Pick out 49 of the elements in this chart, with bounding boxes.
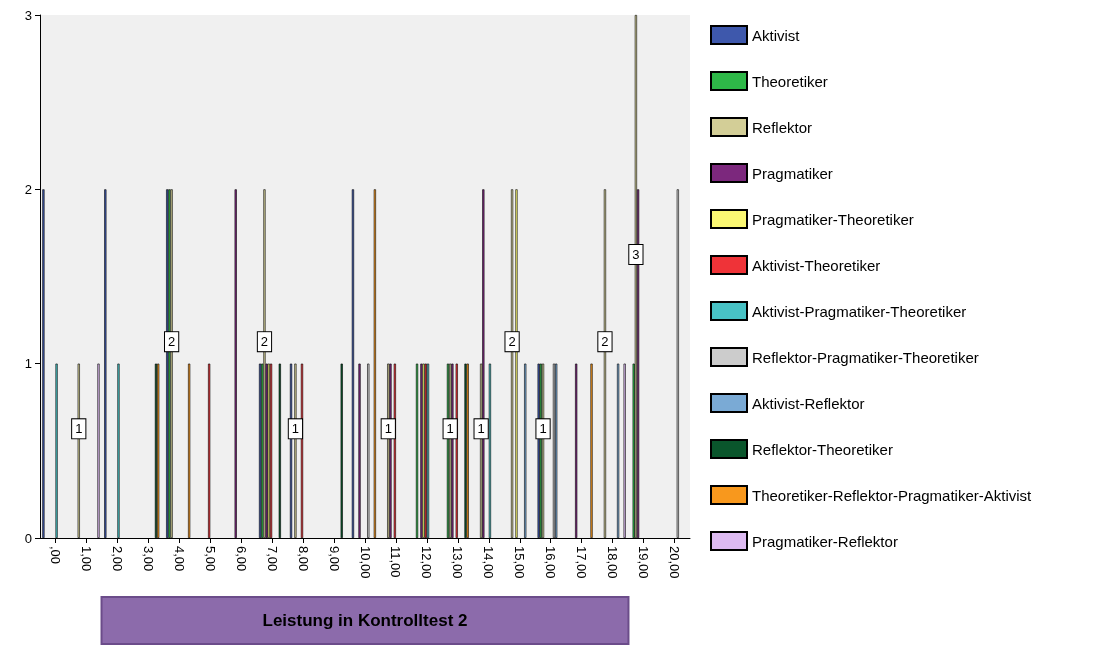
- legend-label: Aktivist: [752, 26, 801, 44]
- legend-label: Pragmatiker-Theoretiker: [752, 210, 914, 228]
- x-tick-label: 15,00: [512, 546, 528, 579]
- data-label: 1: [477, 421, 485, 437]
- legend-label: Aktivist-Theoretiker: [752, 256, 881, 274]
- x-tick-label: 3,00: [140, 546, 156, 572]
- y-tick-label: 0: [24, 530, 32, 546]
- data-label: 2: [260, 334, 269, 350]
- x-tick-label: 12,00: [419, 546, 435, 579]
- x-tick-label: 19,00: [636, 546, 652, 579]
- legend-label: Reflektor-Pragmatiker-Theoretiker: [752, 348, 979, 366]
- data-label: 1: [384, 421, 392, 437]
- legend-label: Reflektor: [752, 118, 813, 136]
- y-tick-label: 2: [24, 181, 32, 197]
- x-tick-label: 11,00: [388, 546, 404, 578]
- x-tick-label: 17,00: [574, 546, 590, 579]
- data-label: 2: [508, 334, 516, 350]
- x-tick-label: 7,00: [264, 546, 280, 572]
- legend-label: Aktivist-Reflektor: [752, 394, 865, 412]
- x-tick-label: 4,00: [171, 546, 187, 572]
- x-tick-label: 14,00: [481, 546, 497, 579]
- data-label: 1: [75, 421, 83, 437]
- y-tick-label: 3: [24, 7, 32, 23]
- x-tick-label: 9,00: [326, 546, 342, 572]
- data-label: 3: [632, 247, 640, 262]
- data-label: 2: [601, 334, 609, 350]
- legend-label: Reflektor-Theoretiker: [752, 440, 893, 458]
- legend-label: Theoretiker-Reflektor-Pragmatiker-Aktivist: [752, 486, 1033, 504]
- y-tick-label: 1: [24, 356, 32, 372]
- legend-label: Theoretiker: [752, 72, 828, 90]
- legend-label: Pragmatiker: [752, 164, 833, 182]
- data-label: 1: [291, 421, 300, 437]
- data-label: 1: [446, 421, 454, 437]
- x-tick-label: 16,00: [543, 546, 559, 579]
- x-tick-label: 13,00: [450, 546, 466, 579]
- x-tick-label: 8,00: [295, 546, 311, 572]
- x-tick-label: 18,00: [605, 546, 621, 579]
- x-tick-label: 5,00: [202, 546, 218, 572]
- x-tick-label: ,00: [47, 546, 63, 565]
- legend-label: Aktivist-Pragmatiker-Theoretiker: [752, 302, 967, 320]
- x-tick-label: 20,00: [667, 546, 683, 579]
- x-tick-label: 1,00: [78, 546, 94, 572]
- data-label: 1: [539, 421, 547, 437]
- legend-label: Pragmatiker-Reflektor: [752, 532, 898, 550]
- x-axis-title: Leistung in Kontrolltest 2: [262, 611, 468, 630]
- x-tick-label: 6,00: [233, 546, 249, 572]
- x-tick-label: 2,00: [109, 546, 125, 572]
- x-tick-label: 10,00: [357, 546, 373, 579]
- data-label: 2: [167, 334, 176, 350]
